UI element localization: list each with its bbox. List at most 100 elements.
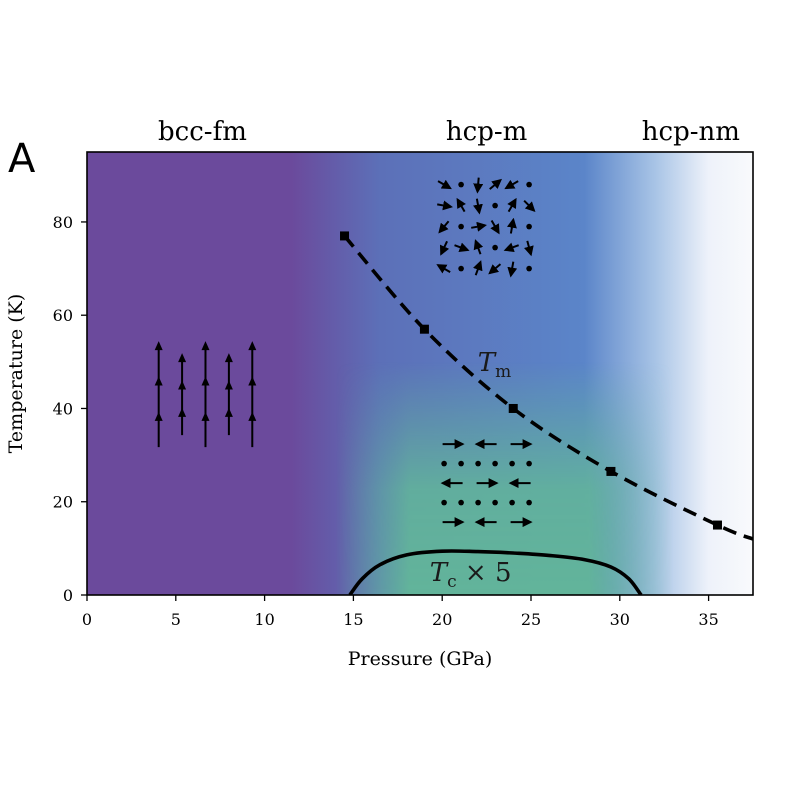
spin-arrow	[473, 239, 484, 255]
x-tick-label: 20	[432, 610, 452, 629]
y-tick-label: 40	[53, 399, 73, 418]
y-axis-label: Temperature (K)	[5, 294, 27, 454]
spin-dot	[492, 460, 498, 467]
spin-dot	[526, 499, 532, 506]
spin-arrowhead	[154, 376, 163, 386]
spin-arrow	[507, 217, 517, 234]
x-tick-label: 30	[610, 610, 630, 629]
spin-inset-disordered	[436, 177, 536, 278]
x-tick-label: 15	[343, 610, 363, 629]
tm-marker	[712, 520, 722, 530]
spin-arrow	[504, 179, 519, 190]
y-tick-label: 0	[63, 586, 73, 605]
spin-arrowhead	[178, 407, 187, 417]
tm-curve	[343, 234, 753, 541]
tm-marker	[340, 231, 350, 241]
tm-label-main: T	[478, 348, 497, 378]
x-tick-label: 10	[254, 610, 274, 629]
y-axis: 0 20 40 60 80	[53, 213, 87, 605]
tc-label-suffix: × 5	[457, 558, 512, 588]
spin-dot	[509, 499, 515, 506]
phase-label: hcp-m	[446, 117, 527, 147]
spin-arrowhead	[248, 411, 257, 421]
spin-dot	[475, 460, 481, 467]
tc-label-sub: c	[447, 572, 457, 592]
spin-dot	[509, 460, 515, 467]
spin-dot	[492, 202, 498, 209]
spin-dot	[458, 499, 464, 506]
x-tick-label: 25	[521, 610, 541, 629]
x-axis: 0 5 10 15 20 25 30 35	[82, 595, 719, 629]
tm-label-sub: m	[495, 362, 511, 382]
spin-arrow	[436, 264, 451, 274]
x-axis-label: Pressure (GPa)	[348, 648, 492, 670]
data-curves	[340, 231, 753, 595]
spin-arrowhead	[248, 376, 257, 386]
tm-marker	[606, 466, 616, 476]
spin-dot	[526, 181, 532, 188]
spin-arrow	[473, 198, 483, 215]
spin-arrow	[439, 240, 450, 256]
spin-arrow	[437, 179, 452, 190]
spin-arrowhead	[201, 376, 210, 386]
spin-arrow	[473, 177, 484, 194]
spin-arrowhead	[224, 380, 233, 390]
spin-dot	[526, 223, 532, 230]
spin-arrow	[473, 260, 483, 276]
spin-dot	[526, 265, 532, 272]
spin-inset-striped	[440, 439, 533, 528]
spin-arrow	[523, 199, 536, 212]
spin-dot	[526, 460, 532, 467]
tc-label-main: T	[430, 558, 449, 588]
spin-arrow	[507, 197, 517, 213]
spin-inset-ferromagnetic	[154, 341, 257, 448]
spin-arrow	[489, 178, 502, 190]
spin-arrowhead	[201, 341, 210, 351]
spin-dot	[492, 244, 498, 251]
tc-label: Tc × 5	[430, 558, 512, 592]
spin-dot	[458, 223, 464, 230]
spin-dot	[492, 499, 498, 506]
y-tick-label: 20	[53, 493, 73, 512]
tc-curve	[348, 549, 643, 595]
spin-arrowhead	[224, 407, 233, 417]
spin-dot	[475, 499, 481, 506]
x-tick-label: 0	[82, 610, 92, 629]
phase-label: bcc-fm	[158, 117, 247, 147]
spin-arrow	[456, 197, 466, 213]
spin-arrow	[471, 221, 487, 232]
spin-arrowhead	[154, 341, 163, 351]
spin-arrow	[507, 261, 518, 278]
spin-arrowhead	[248, 341, 257, 351]
spin-dot	[458, 265, 464, 272]
spin-dot	[441, 499, 447, 506]
tm-marker	[419, 324, 429, 334]
spin-arrow	[437, 200, 453, 211]
spin-arrowhead	[178, 380, 187, 390]
plot-frame	[86, 151, 754, 596]
phase-labels: bcc-fm hcp-m hcp-nm	[158, 117, 740, 147]
spin-arrowhead	[154, 411, 163, 421]
phase-label: hcp-nm	[642, 117, 740, 147]
y-tick-label: 60	[53, 306, 73, 325]
spin-dot	[441, 460, 447, 467]
tm-marker	[508, 403, 518, 413]
y-tick-label: 80	[53, 213, 73, 232]
panel-label: A	[8, 136, 36, 182]
x-tick-label: 35	[698, 610, 718, 629]
spin-insets	[154, 177, 536, 528]
spin-arrow	[490, 220, 500, 235]
plot-area	[87, 152, 753, 595]
spin-arrowhead	[178, 353, 187, 363]
spin-dot	[458, 181, 464, 188]
spin-arrow	[438, 220, 450, 234]
tm-label: Tm	[478, 348, 511, 382]
spin-arrowhead	[224, 353, 233, 363]
spin-arrow	[524, 240, 534, 257]
spin-arrow	[503, 242, 520, 252]
spin-arrowhead	[201, 411, 210, 421]
x-tick-label: 5	[171, 610, 181, 629]
spin-arrow	[488, 263, 502, 275]
